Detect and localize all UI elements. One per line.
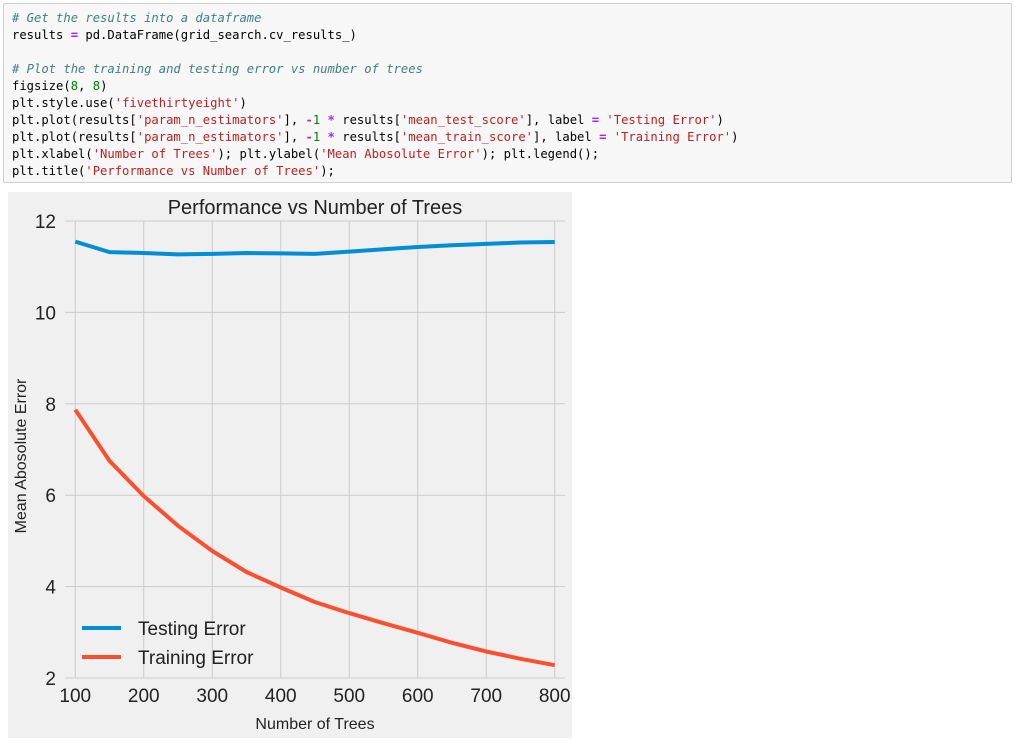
code-token: 'Mean Abosolute Error' [320,147,482,161]
code-token: ); plt.legend(); [481,147,600,161]
chart-ticks: 100 200 300 400 500 600 700 800 2 4 6 8 10 12 [35,212,571,707]
y-tick-label: 10 [35,303,56,324]
code-line: plt.xlabel('Number of Trees'); plt.ylabe… [12,146,1011,163]
x-tick-label: 200 [128,686,160,707]
code-token: * [327,130,335,144]
code-token: 'Performance vs Number of Trees' [85,164,321,178]
code-token: plt.xlabel( [12,147,93,161]
code-token: ) [716,113,724,127]
chart-series [73,239,556,668]
code-line [12,44,1011,61]
code-token: 1 [312,113,321,127]
code-cell[interactable]: # Get the results into a dataframe result… [3,3,1012,183]
code-token: 'fivethirtyeight' [114,96,240,110]
code-token: 1 [312,130,321,144]
testing-error-legend-label: Testing Error [138,619,246,640]
code-line: figsize(8, 8) [12,78,1011,95]
code-token: = [591,113,600,127]
code-token [606,130,613,144]
code-line: # Get the results into a dataframe [12,10,1011,27]
code-token: 'Testing Error' [606,113,717,127]
y-tick-label: 8 [45,395,56,416]
testing-error-line [74,239,555,257]
code-line: plt.style.use('fivethirtyeight') [12,95,1011,112]
code-token: - [305,130,313,144]
x-tick-label: 700 [470,686,502,707]
code-token: results[ [334,130,401,144]
chart-grid [65,220,565,679]
code-token: 8 [92,79,101,93]
x-axis-label: Number of Trees [255,716,374,733]
code-token: , [78,79,93,93]
code-token: plt.title( [12,164,86,178]
code-token: ], label [525,113,592,127]
code-token: 8 [70,79,79,93]
code-token: 'Number of Trees' [92,147,218,161]
code-token: plt.plot(results[ [12,113,137,127]
y-tick-label: 6 [45,486,56,507]
x-tick-label: 500 [333,686,365,707]
code-token: ], label [533,130,600,144]
code-token: plt.style.use( [12,96,115,110]
y-tick-label: 4 [45,578,56,599]
code-token: - [305,113,313,127]
code-token: ], [283,113,306,127]
code-token: results [12,28,71,42]
code-token [320,113,327,127]
code-line: plt.plot(results['param_n_estimators' ], … [12,129,1011,146]
code-token: 'param_n_estimators' [136,130,284,144]
x-tick-label: 400 [265,686,297,707]
code-line: # Plot the training and testing error vs… [12,61,1011,78]
line-chart: 100 200 300 400 500 600 700 800 2 4 6 8 10 12 Perform… [8,192,572,738]
chart-title: Performance vs Number of Trees [168,197,463,219]
code-line: plt.title('Performance vs Number of Tree… [12,163,1011,180]
chart-background [8,192,572,738]
code-token: # Plot the training and testing error vs… [12,62,423,76]
code-line: plt.plot(results['param_n_estimators' ], … [12,112,1011,129]
code-token: = [70,28,79,42]
chart-legend: Testing Error Training Error [82,619,254,669]
training-error-line [73,408,556,668]
x-tick-label: 800 [539,686,571,707]
code-token: ); plt.ylabel( [217,147,321,161]
code-token: # Get the results into a dataframe [12,11,262,25]
code-token: results[ [334,113,401,127]
code-token: = [599,130,607,144]
y-axis-label: Mean Abosolute Error [13,378,30,533]
code-token: ) [100,79,108,93]
code-token: ) [239,96,247,110]
chart-output: 100 200 300 400 500 600 700 800 2 4 6 8 10 12 Perform… [8,192,572,738]
code-token: 'param_n_estimators' [136,113,284,127]
code-token: plt.plot(results[ [12,130,137,144]
y-tick-label: 2 [45,669,56,690]
code-token: ); [320,164,335,178]
code-token: pd.DataFrame(grid_search.cv_results_) [78,28,357,42]
code-token: 'Training Error' [613,130,732,144]
code-block[interactable]: # Get the results into a dataframe result… [12,10,1011,180]
y-tick-label: 12 [35,212,56,233]
training-error-legend-label: Training Error [138,648,254,669]
x-tick-label: 100 [59,686,91,707]
code-token: 'mean_train_score' [400,130,534,144]
x-tick-label: 300 [196,686,228,707]
code-token: 'mean_test_score' [400,113,526,127]
code-token: ) [731,130,739,144]
code-token [320,130,327,144]
code-token: ], [283,130,306,144]
code-token: figsize( [12,79,71,93]
x-tick-label: 600 [402,686,434,707]
code-line: results = pd.DataFrame(grid_search.cv_re… [12,27,1011,44]
code-token: * [327,113,335,127]
